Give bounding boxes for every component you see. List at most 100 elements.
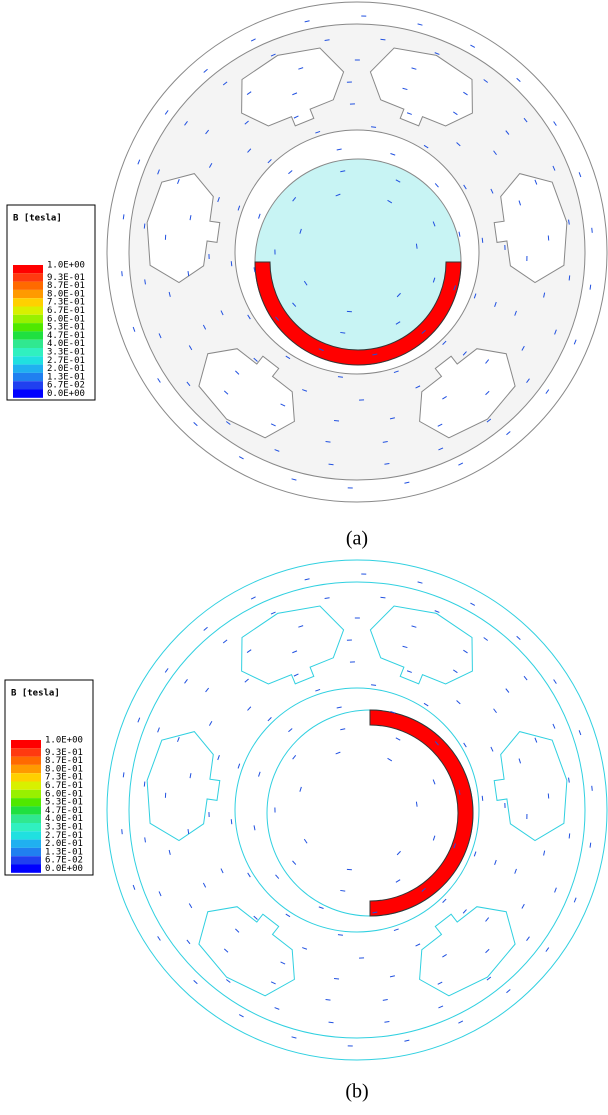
legend-swatch bbox=[11, 773, 41, 781]
field-arrow bbox=[574, 340, 576, 345]
field-arrow bbox=[133, 327, 135, 332]
field-arrow bbox=[418, 24, 423, 25]
legend-swatch bbox=[11, 798, 41, 806]
field-arrow bbox=[329, 1022, 334, 1023]
field-arrow bbox=[338, 935, 343, 936]
legend-swatch bbox=[13, 331, 43, 339]
field-arrow bbox=[546, 948, 549, 952]
legend-label: 0.0E+00 bbox=[47, 389, 85, 399]
field-arrow bbox=[133, 885, 135, 890]
field-arrow bbox=[482, 238, 483, 243]
field-arrow bbox=[138, 718, 140, 723]
legend-swatch bbox=[11, 831, 41, 839]
field-arrow bbox=[204, 69, 208, 72]
field-arrow bbox=[292, 1037, 297, 1038]
field-arrow bbox=[579, 172, 581, 177]
legend-swatch bbox=[13, 356, 43, 364]
field-arrow bbox=[123, 214, 124, 219]
legend-swatch bbox=[11, 740, 41, 748]
field-arrow bbox=[574, 898, 576, 903]
page: (a) (b) B [tesla]1.0E+009.3E-018.7E-018.… bbox=[0, 0, 608, 1115]
field-arrow bbox=[251, 39, 255, 41]
field-arrow bbox=[579, 730, 581, 735]
field-arrow bbox=[470, 603, 474, 605]
field-arrow bbox=[458, 1021, 462, 1023]
legend-swatch bbox=[13, 365, 43, 373]
legend-swatch bbox=[13, 323, 43, 331]
field-arrow bbox=[305, 579, 310, 580]
field-arrow bbox=[305, 21, 310, 22]
field-arrow bbox=[158, 378, 161, 382]
legend-swatch bbox=[13, 265, 43, 273]
field-arrow bbox=[340, 332, 345, 333]
field-arrow bbox=[334, 421, 339, 422]
legend-title: B [tesla] bbox=[13, 214, 62, 224]
motor bbox=[107, 2, 607, 502]
field-arrow bbox=[122, 271, 123, 276]
legend-swatch bbox=[13, 315, 43, 323]
field-arrow bbox=[329, 464, 334, 465]
field-arrow bbox=[292, 479, 297, 480]
field-arrow bbox=[188, 271, 189, 276]
legend-swatch bbox=[11, 806, 41, 814]
field-arrow bbox=[165, 668, 168, 672]
field-arrow bbox=[231, 261, 232, 266]
legend-swatch bbox=[11, 757, 41, 765]
field-arrow bbox=[371, 127, 376, 128]
field-arrow bbox=[340, 890, 345, 891]
legend-label: 1.0E+00 bbox=[45, 736, 83, 746]
field-arrow bbox=[251, 597, 255, 599]
field-arrow bbox=[590, 285, 591, 290]
legend-swatch bbox=[13, 307, 43, 315]
legend-swatch bbox=[11, 815, 41, 823]
field-arrow bbox=[470, 45, 474, 47]
field-arrow bbox=[371, 685, 376, 686]
field-arrow bbox=[482, 796, 483, 801]
legend-swatch bbox=[11, 790, 41, 798]
field-arrow bbox=[416, 244, 417, 249]
field-arrow bbox=[416, 802, 417, 807]
field-arrow bbox=[569, 275, 570, 280]
legend-swatch bbox=[11, 856, 41, 864]
legend-swatch bbox=[13, 348, 43, 356]
field-arrow bbox=[194, 422, 198, 425]
caption: (b) bbox=[345, 1081, 368, 1103]
legend-swatch bbox=[13, 298, 43, 306]
field-arrow bbox=[569, 833, 570, 838]
field-arrow bbox=[144, 224, 145, 229]
field-arrow bbox=[546, 390, 549, 394]
field-arrow bbox=[144, 782, 145, 787]
legend-swatch bbox=[11, 865, 41, 873]
legend-swatch bbox=[11, 848, 41, 856]
field-arrow bbox=[165, 110, 168, 114]
legend-swatch bbox=[13, 273, 43, 281]
field-arrow bbox=[590, 843, 591, 848]
field-arrow bbox=[506, 431, 510, 434]
legend-swatch bbox=[13, 290, 43, 298]
legend-label: 0.0E+00 bbox=[45, 864, 83, 874]
field-arrow bbox=[554, 121, 557, 125]
field-arrow bbox=[231, 819, 232, 824]
field-arrow bbox=[592, 786, 593, 791]
legend-swatch bbox=[13, 282, 43, 290]
field-arrow bbox=[404, 482, 409, 483]
field-arrow bbox=[239, 1015, 243, 1017]
field-arrow bbox=[380, 597, 385, 598]
field-arrow bbox=[239, 457, 243, 459]
legend-title: B [tesla] bbox=[11, 689, 60, 699]
field-arrow bbox=[188, 829, 189, 834]
legend-swatch bbox=[11, 840, 41, 848]
field-arrow bbox=[418, 582, 423, 583]
legend-swatch bbox=[13, 373, 43, 381]
legend-swatch bbox=[11, 782, 41, 790]
field-arrow bbox=[338, 377, 343, 378]
field-arrow bbox=[517, 78, 521, 81]
field-arrow bbox=[592, 228, 593, 233]
legend-swatch bbox=[11, 748, 41, 756]
field-arrow bbox=[123, 772, 124, 777]
field-arrow bbox=[194, 980, 198, 983]
field-arrow bbox=[326, 999, 331, 1000]
field-arrow bbox=[517, 636, 521, 639]
legend-swatch bbox=[13, 340, 43, 348]
legend-swatch bbox=[11, 823, 41, 831]
